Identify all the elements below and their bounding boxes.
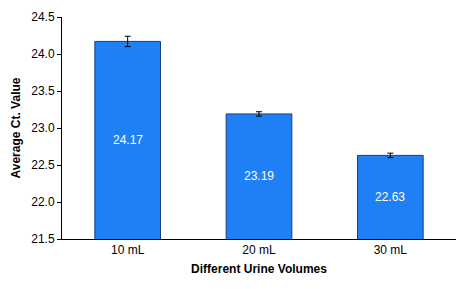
svg-text:23.19: 23.19 xyxy=(244,169,274,183)
svg-text:23.5: 23.5 xyxy=(31,84,55,98)
svg-text:10 mL: 10 mL xyxy=(111,243,145,257)
svg-text:21.5: 21.5 xyxy=(31,232,55,246)
svg-text:Different Urine Volumes: Different Urine Volumes xyxy=(191,262,327,276)
svg-text:Average Ct. Value: Average Ct. Value xyxy=(9,77,23,178)
svg-text:22.63: 22.63 xyxy=(375,190,405,204)
svg-text:20 mL: 20 mL xyxy=(242,243,276,257)
svg-text:23.0: 23.0 xyxy=(31,121,55,135)
svg-text:24.17: 24.17 xyxy=(113,133,143,147)
svg-text:22.5: 22.5 xyxy=(31,158,55,172)
svg-text:24.0: 24.0 xyxy=(31,47,55,61)
svg-text:24.5: 24.5 xyxy=(31,10,55,24)
svg-text:30 mL: 30 mL xyxy=(374,243,408,257)
svg-text:22.0: 22.0 xyxy=(31,195,55,209)
